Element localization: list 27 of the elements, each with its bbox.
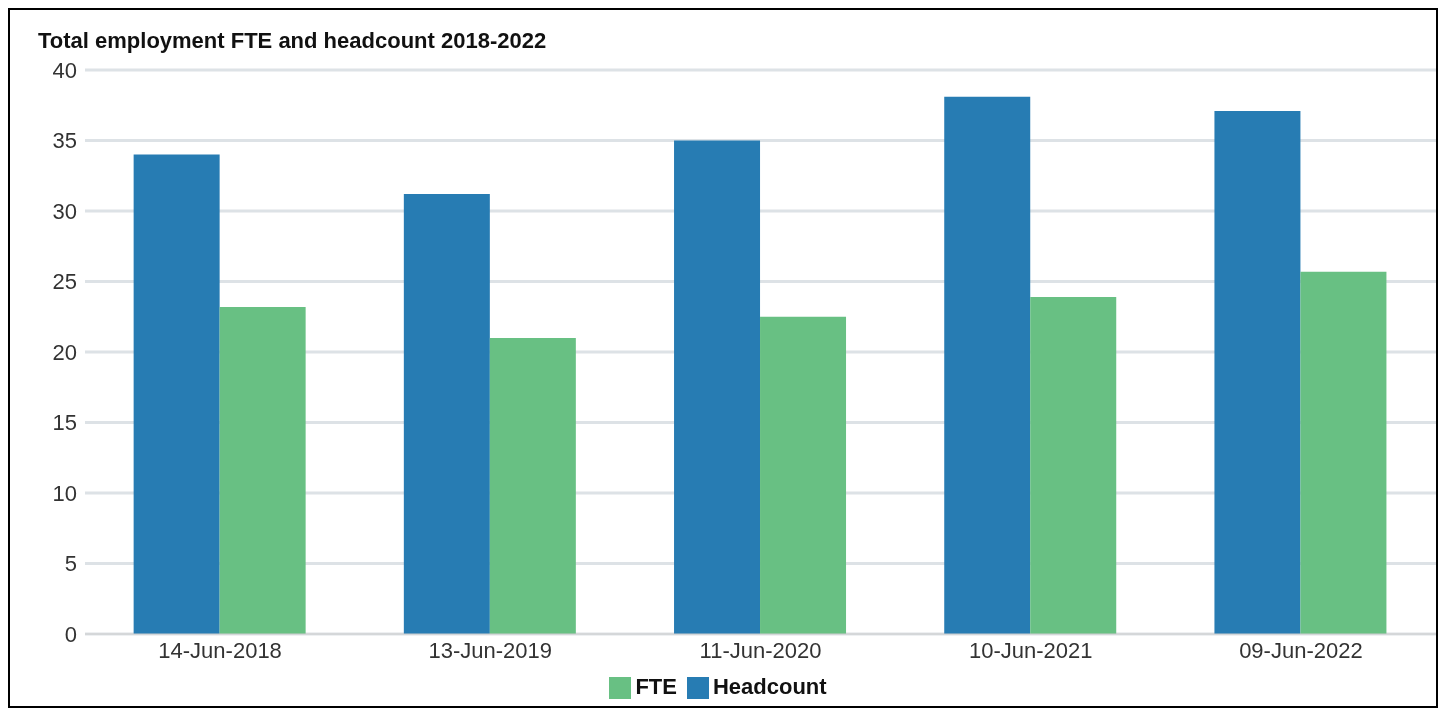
y-tick-label: 35 [52,128,77,154]
x-tick-label: 14-Jun-2018 [158,637,282,663]
y-tick-label: 20 [52,339,77,365]
y-tick-label: 0 [64,621,77,647]
y-tick-label: 40 [52,57,77,83]
bar [219,306,306,634]
bar [1214,110,1301,634]
x-tick-label: 13-Jun-2019 [428,637,553,663]
bar [1030,297,1117,634]
y-tick-label: 25 [52,269,77,295]
y-tick-label: 15 [52,410,77,436]
x-tick-label: 10-Jun-2021 [968,637,1093,663]
bar [674,140,761,634]
y-tick-label: 10 [52,480,77,506]
x-tick-label: 09-Jun-2022 [1239,637,1363,663]
y-tick-label: 30 [52,198,77,224]
bar [944,96,1031,634]
bar [133,154,220,634]
chart-title: Total employment FTE and headcount 2018-2022 [38,28,547,54]
x-tick-label: 11-Jun-2020 [699,637,822,663]
bar [760,316,847,634]
legend-label: FTE [635,674,677,699]
bar [403,194,490,634]
legend-label: Headcount [712,674,827,699]
bar [489,337,576,634]
bar [1300,271,1387,634]
y-tick-label: 5 [64,551,77,577]
